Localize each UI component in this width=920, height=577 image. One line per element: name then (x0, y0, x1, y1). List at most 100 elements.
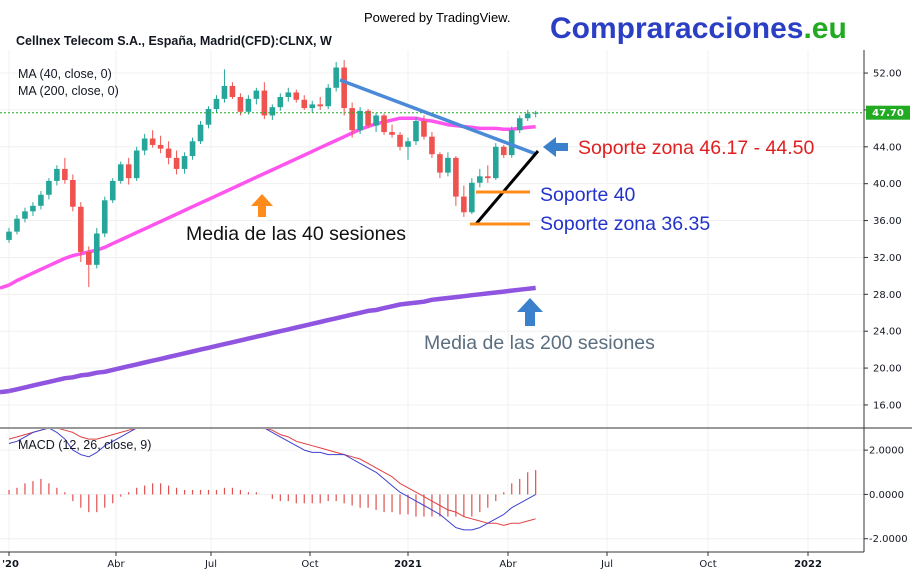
time-tick-label: 2021 (394, 559, 422, 570)
candle (293, 89, 300, 103)
candle (149, 130, 156, 148)
ma200-annotation: Media de las 200 sesiones (424, 332, 655, 354)
ma200-path (8, 285, 536, 394)
price-tick-label: 20.00 (873, 364, 902, 375)
ma200-line (0, 285, 536, 395)
macd-signal-line (8, 429, 536, 526)
candle (181, 152, 188, 174)
candle (389, 124, 395, 138)
price-tick-label: 28.00 (873, 290, 902, 301)
support-36-label: Soporte zona 36.35 (540, 213, 710, 235)
candle (109, 178, 116, 204)
macd-legend: MACD (12, 26, close, 9) (18, 438, 151, 452)
candle (405, 137, 411, 160)
macd-histogram (8, 470, 537, 517)
candle (365, 109, 371, 129)
candle (317, 97, 324, 110)
candle (532, 110, 539, 118)
candle (516, 115, 523, 133)
candle (500, 144, 507, 158)
candle (333, 61, 339, 92)
arrow-up-orange-icon (251, 194, 273, 217)
candle (381, 113, 387, 135)
candle (485, 165, 491, 183)
candle (14, 215, 20, 235)
support-zone-top-label: Soporte zona 46.17 - 44.50 (578, 137, 814, 159)
candle (133, 146, 140, 181)
candle (38, 191, 44, 210)
grid (0, 50, 864, 552)
arrow-left-icon (543, 137, 568, 157)
candle (437, 152, 443, 179)
candle (245, 95, 252, 115)
candle (30, 202, 36, 216)
candles (6, 60, 539, 287)
candle (70, 174, 76, 212)
macd-axis: 2.0000 0.0000 -2.0000 (864, 446, 908, 545)
time-tick-label: '20 (2, 559, 19, 570)
symbol-title: Cellnex Telecom S.A., España, Madrid(CFD… (16, 34, 332, 48)
candle (189, 137, 196, 160)
candle (213, 95, 220, 113)
price-tick-label: 36.00 (873, 216, 902, 227)
ma200-legend: MA (200, close, 0) (18, 84, 119, 98)
price-tick-label: 24.00 (873, 327, 902, 338)
candle (445, 152, 451, 177)
current-price-label: 47.70 (872, 108, 904, 119)
candle (78, 202, 84, 263)
candle (341, 60, 347, 116)
candle (173, 150, 180, 175)
candle (477, 168, 483, 188)
macd-tick-label: 2.0000 (869, 446, 904, 457)
candle (301, 95, 308, 110)
candle (453, 156, 459, 206)
candle (508, 126, 515, 158)
support-40-label: Soporte 40 (540, 184, 636, 206)
candle (397, 132, 403, 151)
price-tick-label: 32.00 (873, 253, 902, 264)
candle (54, 165, 60, 186)
candle (125, 157, 132, 185)
price-tick-label: 40.00 (873, 179, 902, 190)
candle (157, 135, 164, 154)
candle (22, 207, 28, 223)
candle (309, 100, 316, 113)
candle (229, 82, 236, 99)
time-tick-label: Jul (600, 559, 613, 570)
time-tick-label: Oct (699, 559, 716, 570)
time-axis: '20 Abr Jul Oct 2021 Abr Jul Oct 2022 (2, 552, 822, 570)
arrow-up-blue-icon (517, 298, 543, 326)
candle (285, 87, 292, 102)
ma40-legend: MA (40, close, 0) (18, 67, 112, 81)
macd-tick-label: -2.0000 (869, 534, 908, 545)
time-tick-label: Abr (499, 559, 517, 570)
price-tick-label: 44.00 (873, 142, 902, 153)
ma40-annotation: Media de las 40 sesiones (186, 223, 406, 245)
price-tick-label: 16.00 (873, 400, 902, 411)
candle (373, 112, 379, 133)
candle (469, 178, 475, 215)
time-tick-label: 2022 (794, 559, 822, 570)
candle (221, 69, 228, 103)
candle (492, 143, 499, 180)
candle (429, 132, 435, 158)
brand-logo: Compraracciones.eu (550, 12, 847, 45)
candle (524, 109, 531, 121)
macd-path (8, 429, 536, 531)
candle (253, 87, 260, 105)
candle (237, 93, 244, 116)
candle (197, 120, 204, 145)
resistance-trendline (339, 78, 537, 156)
candle (86, 246, 92, 287)
candle (165, 141, 172, 165)
candle (93, 227, 100, 269)
candle (421, 115, 427, 140)
candle (357, 107, 363, 134)
candle (325, 84, 331, 110)
support-trendline (474, 150, 540, 225)
price-tick-label: 52.00 (873, 69, 902, 80)
candle (413, 117, 419, 145)
candle (205, 106, 212, 129)
candle (6, 227, 12, 243)
candle (101, 196, 108, 238)
